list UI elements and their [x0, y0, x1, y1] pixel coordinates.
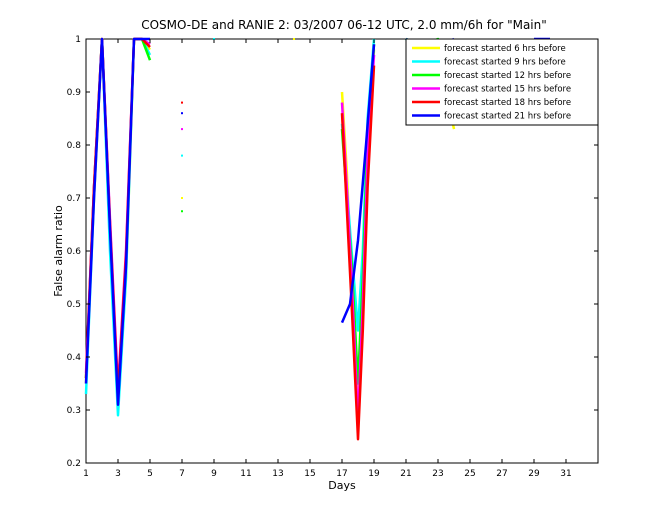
x-tick-label: 15 — [304, 469, 315, 479]
x-tick-label: 17 — [336, 469, 347, 479]
x-tick-label: 7 — [179, 469, 185, 479]
y-axis: 0.2 0.3 0.4 0.5 0.6 0.7 0.8 0.9 1 — [67, 35, 598, 469]
y-tick-label: 0.4 — [67, 353, 82, 363]
x-tick-label: 19 — [368, 469, 380, 479]
y-tick-label: 0.8 — [67, 141, 82, 151]
legend-entry: forecast started 6 hrs before — [444, 44, 566, 54]
y-tick-label: 0.9 — [67, 88, 82, 98]
y-tick-label: 0.3 — [67, 406, 81, 416]
series-line — [340, 65, 376, 441]
x-tick-label: 31 — [560, 469, 571, 479]
x-tick-label: 3 — [115, 469, 121, 479]
legend-entry: forecast started 9 hrs before — [444, 58, 566, 68]
x-tick-label: 21 — [400, 469, 411, 479]
y-tick-label: 0.6 — [67, 247, 82, 257]
series-line — [340, 44, 376, 324]
x-axis-label: Days — [328, 479, 356, 492]
legend: forecast started 6 hrs before forecast st… — [405, 38, 599, 126]
chart-title: COSMO-DE and RANIE 2: 03/2007 06-12 UTC,… — [141, 18, 547, 32]
series-line — [84, 37, 150, 406]
legend-entry: forecast started 18 hrs before — [444, 98, 571, 108]
x-tick-label: 5 — [147, 469, 153, 479]
legend-entry: forecast started 15 hrs before — [444, 85, 571, 95]
y-tick-label: 0.5 — [67, 300, 81, 310]
x-tick-label: 13 — [272, 469, 283, 479]
y-tick-label: 0.2 — [67, 459, 81, 469]
legend-box — [405, 38, 599, 126]
y-tick-label: 0.7 — [67, 194, 81, 204]
x-tick-label: 23 — [432, 469, 443, 479]
x-axis: 1 3 5 7 9 11 13 15 17 19 21 23 25 27 29 31 — [83, 39, 572, 479]
x-tick-label: 27 — [496, 469, 507, 479]
x-tick-label: 1 — [83, 469, 89, 479]
y-tick-label: 1 — [75, 35, 81, 45]
legend-entry: forecast started 12 hrs before — [444, 71, 571, 81]
x-tick-label: 9 — [211, 469, 217, 479]
x-tick-label: 25 — [464, 469, 475, 479]
x-tick-label: 29 — [528, 469, 540, 479]
x-tick-label: 11 — [240, 469, 251, 479]
legend-entry: forecast started 21 hrs before — [444, 112, 571, 122]
y-axis-label: False alarm ratio — [52, 205, 65, 297]
